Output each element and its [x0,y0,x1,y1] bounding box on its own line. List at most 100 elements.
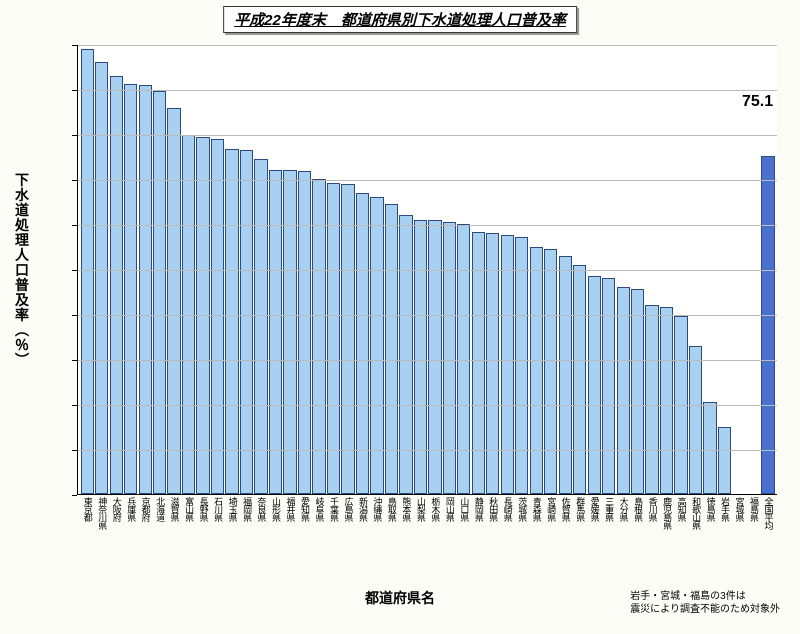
xtick-label: 北海道 [155,497,164,521]
bar [153,91,166,494]
xtick-label: 茨城県 [517,497,526,521]
ytick-mark [72,45,77,46]
ytick-mark [72,495,77,496]
bar [457,224,470,494]
bar [501,235,514,494]
bar-national-average [761,156,774,494]
xtick-label: 静岡県 [474,497,483,521]
bar [428,220,441,494]
ytick-mark [72,315,77,316]
gridline [78,180,777,181]
xtick-label: 山形県 [271,497,280,521]
footnote: 岩手・宮城・福島の3件は 震災により調査不能のため対象外 [630,590,780,616]
xtick-label: 熊本県 [401,497,410,521]
bar [515,237,528,494]
bar [617,287,630,494]
xtick-label: 大阪府 [112,497,121,521]
ytick-mark [72,90,77,91]
xtick-label: 島根県 [633,497,642,521]
bar [356,193,369,495]
ytick-mark [72,135,77,136]
bar [472,232,485,494]
bar [631,289,644,494]
bar [443,222,456,494]
xtick-label: 群馬県 [575,497,584,521]
xtick-label: 千葉県 [329,497,338,521]
bar [341,184,354,495]
gridline [78,225,777,226]
bar [645,305,658,494]
bar [327,183,340,494]
gridline [78,45,777,46]
xtick-label: 長野県 [199,497,208,521]
xtick-label: 新潟県 [358,497,367,521]
bar [718,427,731,495]
xtick-label: 秋田県 [488,497,497,521]
bar [660,307,673,494]
xtick-label: 高知県 [677,497,686,521]
bar [211,139,224,495]
bar [530,247,543,495]
xtick-label: 愛媛県 [590,497,599,521]
bar [602,278,615,494]
xtick-label: 三重県 [604,497,613,521]
xtick-label: 兵庫県 [126,497,135,521]
gridline [78,135,777,136]
bar [269,170,282,494]
xtick-label: 宮崎県 [546,497,555,521]
xtick-label: 大分県 [619,497,628,521]
bar [139,85,152,495]
xtick-label: 香川県 [648,497,657,521]
xtick-label: 福島県 [749,497,758,521]
ytick-mark [72,450,77,451]
xtick-label: 岩手県 [720,497,729,521]
xtick-label: 東京都 [83,497,92,521]
chart-title: 平成22年度末 都道府県別下水道処理人口普及率 [223,6,577,33]
xtick-label: 石川県 [213,497,222,521]
y-axis-title: 下水道処理人口普及率（％） [12,173,32,368]
ytick-mark [72,180,77,181]
ytick-mark [72,360,77,361]
xtick-label: 栃木県 [430,497,439,521]
xtick-label: 沖縄県 [372,497,381,521]
bar [110,76,123,495]
xtick-label: 山梨県 [416,497,425,521]
bar [95,62,108,494]
xtick-label: 愛知県 [300,497,309,521]
xtick-label: 鹿児島県 [662,497,671,529]
xtick-label: 福岡県 [242,497,251,521]
xtick-label: 富山県 [184,497,193,521]
xtick-label: 長崎県 [503,497,512,521]
xtick-label: 神奈川県 [97,497,106,529]
bar [225,149,238,494]
bar [559,256,572,495]
xtick-label: 青森県 [532,497,541,521]
xtick-label: 佐賀県 [561,497,570,521]
bar [414,220,427,495]
xtick-label: 奈良県 [257,497,266,521]
xtick-label: 和歌山県 [691,497,700,529]
bar [167,108,180,494]
xtick-label: 宮城県 [735,497,744,521]
gridline [78,270,777,271]
gridline [78,315,777,316]
annotation-value: 75.1 [742,93,773,111]
bar [81,49,94,495]
xtick-label: 徳島県 [706,497,715,521]
bar [703,402,716,494]
xtick-label: 京都府 [141,497,150,521]
gridline [78,90,777,91]
bar [298,171,311,494]
gridline [78,360,777,361]
bar [689,346,702,495]
xtick-label: 岐阜県 [314,497,323,521]
bar [254,159,267,494]
x-axis-title: 都道府県名 [365,588,435,608]
bar [573,265,586,495]
xtick-label: 全国平均 [764,497,773,529]
bar [544,249,557,494]
xtick-label: 広島県 [343,497,352,521]
ytick-mark [72,225,77,226]
bar [240,150,253,494]
bar [283,170,296,494]
